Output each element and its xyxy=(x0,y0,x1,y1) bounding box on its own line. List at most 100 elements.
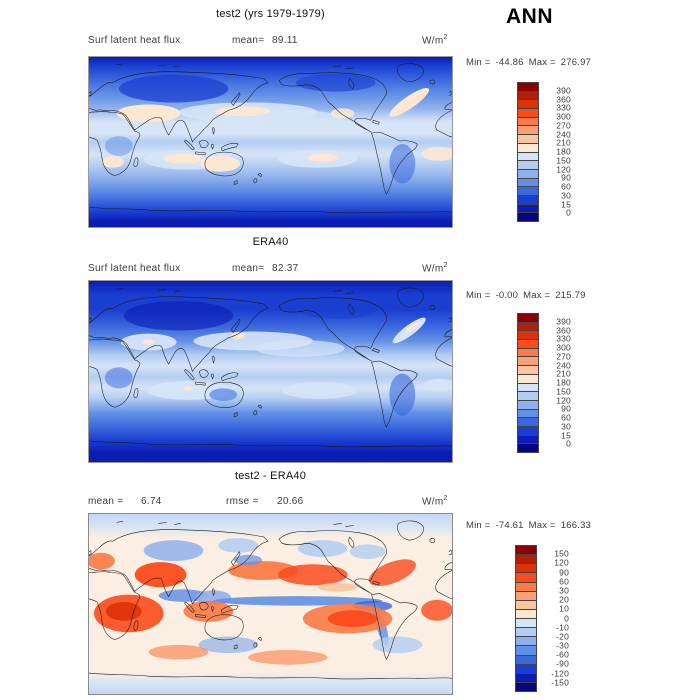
colorbar-tick-label: 90 xyxy=(561,172,571,183)
colorbar-segment xyxy=(518,426,538,436)
colorbar-tick-label: 30 xyxy=(561,421,571,432)
colorbar-segment xyxy=(518,392,538,401)
colorbar-tick-label: 210 xyxy=(556,368,571,379)
colorbar-segment xyxy=(516,637,536,647)
colorbar-tick-label: 30 xyxy=(561,190,571,201)
colorbar-segment xyxy=(518,322,538,332)
map-era40-svg xyxy=(89,281,452,462)
colorbar-segment xyxy=(518,357,538,367)
panel1-minmax: Min = -44.86 Max = 276.97 xyxy=(466,57,596,68)
colorbar-segment xyxy=(516,573,536,583)
colorbar-segment xyxy=(518,195,538,205)
panel3-mean-value: 6.74 xyxy=(141,496,162,507)
panel3-min-value: -74.61 xyxy=(495,520,524,531)
map-test2-svg xyxy=(89,57,452,227)
colorbar-segment xyxy=(518,100,538,110)
panel1-field-label: Surf latent heat flux xyxy=(88,35,181,46)
panel1-max-value: 276.97 xyxy=(560,57,592,68)
colorbar-segment xyxy=(516,628,536,638)
colorbar-tick-label: 20 xyxy=(559,594,569,605)
panel2-units-base: W/m xyxy=(422,263,444,275)
colorbar-tick-label: 360 xyxy=(556,94,571,104)
panel3-max-label: Max = xyxy=(528,520,556,531)
colorbar-segment xyxy=(516,582,536,592)
colorbar-tick-label: -30 xyxy=(556,640,569,651)
colorbar-segment xyxy=(516,546,536,556)
colorbar-tick-label: 180 xyxy=(556,146,571,157)
colorbar-segment xyxy=(518,331,538,341)
panel2-minmax: Min = -0.00 Max = 215.79 xyxy=(466,290,591,301)
panel1-colorbar-strip xyxy=(517,82,539,222)
colorbar-tick-label: 0 xyxy=(564,613,569,623)
panel2-mean-value: 82.37 xyxy=(272,263,299,274)
panel3-units-base: W/m xyxy=(422,496,444,508)
panel1-mean-value: 89.11 xyxy=(272,35,298,46)
colorbar-tick-label: 10 xyxy=(559,603,569,614)
colorbar-segment xyxy=(518,374,538,384)
colorbar-segment xyxy=(518,435,538,445)
colorbar-tick-label: 60 xyxy=(561,181,571,192)
panel2-field-label: Surf latent heat flux xyxy=(88,263,181,274)
panel1-units: W/m2 xyxy=(422,34,448,46)
panel2-min-value: -0.00 xyxy=(495,290,519,301)
colorbar-segment xyxy=(518,314,538,323)
panel1-mean-label: mean= xyxy=(232,35,265,46)
panel3-min-label: Min = xyxy=(466,520,491,531)
colorbar-segment xyxy=(516,591,536,601)
colorbar-tick-label: -90 xyxy=(556,658,569,669)
colorbar-tick-label: 60 xyxy=(559,576,569,587)
colorbar-segment xyxy=(518,135,538,144)
panel3-units-exp: 2 xyxy=(443,495,448,502)
colorbar-tick-label: 330 xyxy=(556,102,571,113)
colorbar-segment xyxy=(518,126,538,136)
colorbar-segment xyxy=(518,340,538,349)
season-label: ANN xyxy=(506,5,553,28)
colorbar-segment xyxy=(518,444,538,452)
panel1-colorbar-ticks: 390 360 330 300 270 240 210 180 150 120 90 60 30 15 0 xyxy=(543,82,571,222)
panel2-colorbar-strip xyxy=(517,313,539,453)
colorbar-segment xyxy=(518,117,538,127)
colorbar-tick-label: 270 xyxy=(556,351,571,362)
colorbar-tick-label: 300 xyxy=(556,342,571,353)
colorbar-segment xyxy=(518,366,538,375)
panel3-minmax: Min = -74.61 Max = 166.33 xyxy=(466,520,596,531)
colorbar-tick-label: 210 xyxy=(556,137,571,148)
colorbar-tick-label: 120 xyxy=(554,557,569,568)
panel3-max-value: 166.33 xyxy=(560,520,592,531)
colorbar-segment xyxy=(516,664,536,674)
colorbar-segment xyxy=(518,143,538,153)
panel2-colorbar: 390 360 330 300 270 240 210 180 150 120 90 60 30 15 0 xyxy=(517,313,573,453)
colorbar-tick-label: 0 xyxy=(566,438,571,449)
colorbar-tick-label: 30 xyxy=(559,585,569,596)
panel2-colorbar-ticks: 390 360 330 300 270 240 210 180 150 120 90 60 30 15 0 xyxy=(543,313,571,453)
panel1-min-label: Min = xyxy=(466,57,491,68)
colorbar-tick-label: 390 xyxy=(556,85,571,96)
colorbar-segment xyxy=(516,600,536,610)
map-diff-svg xyxy=(89,514,452,694)
colorbar-segment xyxy=(518,169,538,179)
colorbar-tick-label: 15 xyxy=(561,430,571,440)
panel1-units-exp: 2 xyxy=(443,34,448,41)
map-test2-pattern xyxy=(101,73,452,184)
colorbar-tick-label: 180 xyxy=(556,377,571,388)
panel1-max-label: Max = xyxy=(528,57,556,68)
colorbar-tick-label: 240 xyxy=(556,360,571,370)
colorbar-tick-label: 360 xyxy=(556,325,571,335)
colorbar-tick-label: 300 xyxy=(556,111,571,122)
panel3-rmse-value: 20.66 xyxy=(277,496,304,507)
colorbar-tick-label: -10 xyxy=(556,622,569,633)
colorbar-segment xyxy=(518,400,538,410)
panel3-colorbar-strip xyxy=(515,545,537,692)
panel3-mean-label: mean = xyxy=(88,496,124,507)
colorbar-segment xyxy=(518,91,538,101)
map-diff-pattern xyxy=(89,538,452,665)
colorbar-segment xyxy=(518,161,538,170)
colorbar-tick-label: 330 xyxy=(556,333,571,344)
colorbar-tick-label: 120 xyxy=(556,395,571,405)
colorbar-tick-label: 150 xyxy=(556,155,571,166)
colorbar-segment xyxy=(516,564,536,574)
colorbar-segment xyxy=(518,348,538,358)
colorbar-tick-label: 240 xyxy=(556,129,571,139)
panel3-rmse-label: rmse = xyxy=(226,496,259,507)
colorbar-tick-label: -150 xyxy=(551,677,569,688)
